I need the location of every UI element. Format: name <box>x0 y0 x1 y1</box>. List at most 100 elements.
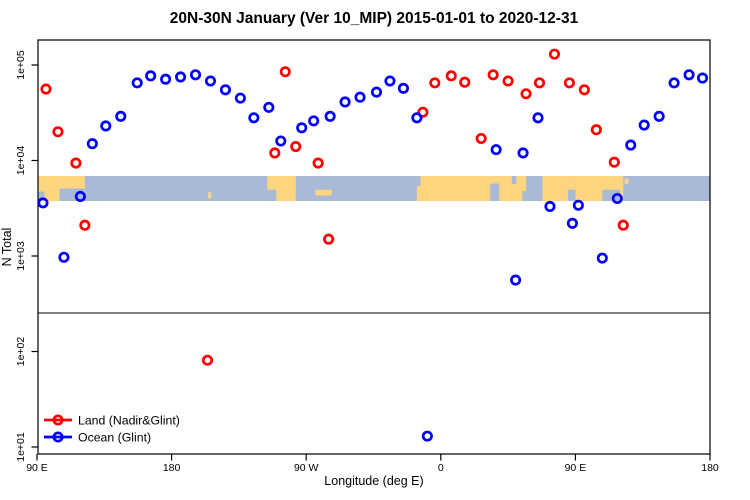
data-point-ocean <box>219 84 231 96</box>
data-point-ocean <box>339 96 351 108</box>
data-point-ocean <box>263 101 275 113</box>
data-point-land <box>487 69 499 81</box>
data-point-land <box>459 76 471 88</box>
legend-land-label: Land (Nadir&Glint) <box>78 414 180 428</box>
data-point-ocean <box>653 110 665 122</box>
data-point-land <box>590 124 602 136</box>
data-point-ocean <box>324 110 336 122</box>
data-point-ocean <box>296 122 308 134</box>
y-tick-label: 1e+05 <box>15 50 27 80</box>
x-tick-label: 180 <box>163 462 181 474</box>
map-band-land <box>624 178 629 184</box>
data-point-ocean <box>100 120 112 132</box>
data-point-ocean <box>370 86 383 98</box>
data-point-land <box>417 106 429 118</box>
data-point-land <box>201 354 214 366</box>
y-axis-label: N Total <box>0 228 14 267</box>
y-tick-label: 1e+04 <box>15 146 27 176</box>
data-point-ocean <box>248 112 260 124</box>
data-point-land <box>290 140 302 153</box>
data-point-ocean <box>160 73 172 85</box>
legend-item-land: Land (Nadir&Glint) <box>44 414 180 428</box>
x-tick-label: 180 <box>701 462 719 474</box>
x-tick-label: 90 W <box>294 462 319 474</box>
legend: Land (Nadir&Glint) Ocean (Glint) <box>44 414 180 445</box>
data-point-ocean <box>145 70 157 82</box>
map-band-land <box>315 189 332 196</box>
legend-item-ocean: Ocean (Glint) <box>44 431 151 445</box>
data-point-land <box>323 233 335 245</box>
data-point-land <box>578 84 590 96</box>
data-point-ocean <box>421 430 433 442</box>
data-point-ocean <box>275 135 287 147</box>
x-axis-label: Longitude (deg E) <box>324 474 423 488</box>
data-point-ocean <box>611 192 623 205</box>
legend-ocean-marker-icon <box>52 431 64 443</box>
map-band-water <box>416 176 421 186</box>
data-point-ocean <box>204 75 217 87</box>
map-band-water <box>602 189 621 201</box>
data-point-ocean <box>58 251 70 263</box>
data-point-ocean <box>490 144 502 156</box>
data-point-ocean <box>638 119 650 131</box>
x-tick-label: 90 E <box>26 462 48 474</box>
data-point-ocean <box>115 110 127 122</box>
data-point-ocean <box>411 112 423 124</box>
data-point-ocean <box>37 197 49 209</box>
data-point-ocean <box>596 252 608 264</box>
data-point-ocean <box>308 115 320 127</box>
data-point-ocean <box>131 77 143 89</box>
map-band-water <box>490 184 500 201</box>
data-point-ocean <box>572 199 584 211</box>
y-tick-label: 1e+03 <box>15 241 27 271</box>
data-point-ocean <box>532 112 544 124</box>
data-point-land <box>520 88 532 100</box>
x-tick-label: 0 <box>438 462 444 474</box>
data-point-ocean <box>354 91 366 103</box>
data-point-ocean <box>74 190 86 203</box>
data-point-land <box>548 48 561 60</box>
data-point-ocean <box>566 217 578 229</box>
data-point-land <box>52 126 64 138</box>
data-point-land <box>502 75 514 87</box>
legend-land-marker-icon <box>52 414 64 426</box>
map-band-water <box>59 188 85 201</box>
y-tick-label: 1e+01 <box>15 432 27 462</box>
data-point-ocean <box>234 92 246 104</box>
data-point-ocean <box>189 69 202 81</box>
map-band-land <box>491 176 500 184</box>
data-point-ocean <box>544 200 556 213</box>
data-point-land <box>445 70 457 82</box>
map-band-land <box>416 176 492 201</box>
data-point-land <box>312 157 324 169</box>
data-point-land <box>429 77 441 89</box>
data-point-ocean <box>384 75 396 87</box>
map-band-water <box>567 189 576 201</box>
data-point-land <box>475 132 487 145</box>
data-point-ocean <box>517 147 529 159</box>
map-band-water <box>522 191 527 201</box>
data-point-land <box>40 83 52 95</box>
data-point-land <box>279 66 291 78</box>
data-point-land <box>269 147 281 159</box>
legend-ocean-label: Ocean (Glint) <box>78 431 151 445</box>
plot-frame <box>37 39 711 455</box>
chart-title: 20N-30N January (Ver 10_MIP) 2015-01-01 … <box>170 10 579 27</box>
data-point-ocean <box>625 139 637 151</box>
data-point-land <box>533 77 546 89</box>
data-point-ocean <box>683 69 695 81</box>
data-point-land <box>79 219 91 231</box>
map-band-land <box>276 176 296 201</box>
x-tick-label: 90 E <box>565 462 587 474</box>
data-point-land <box>563 77 575 89</box>
data-point-ocean <box>86 138 98 150</box>
map-band-water <box>511 176 517 184</box>
data-point-ocean <box>668 77 680 89</box>
data-point-land <box>617 219 629 231</box>
map-band-land <box>208 192 212 199</box>
data-point-ocean <box>510 274 522 286</box>
data-point-ocean <box>696 72 709 84</box>
